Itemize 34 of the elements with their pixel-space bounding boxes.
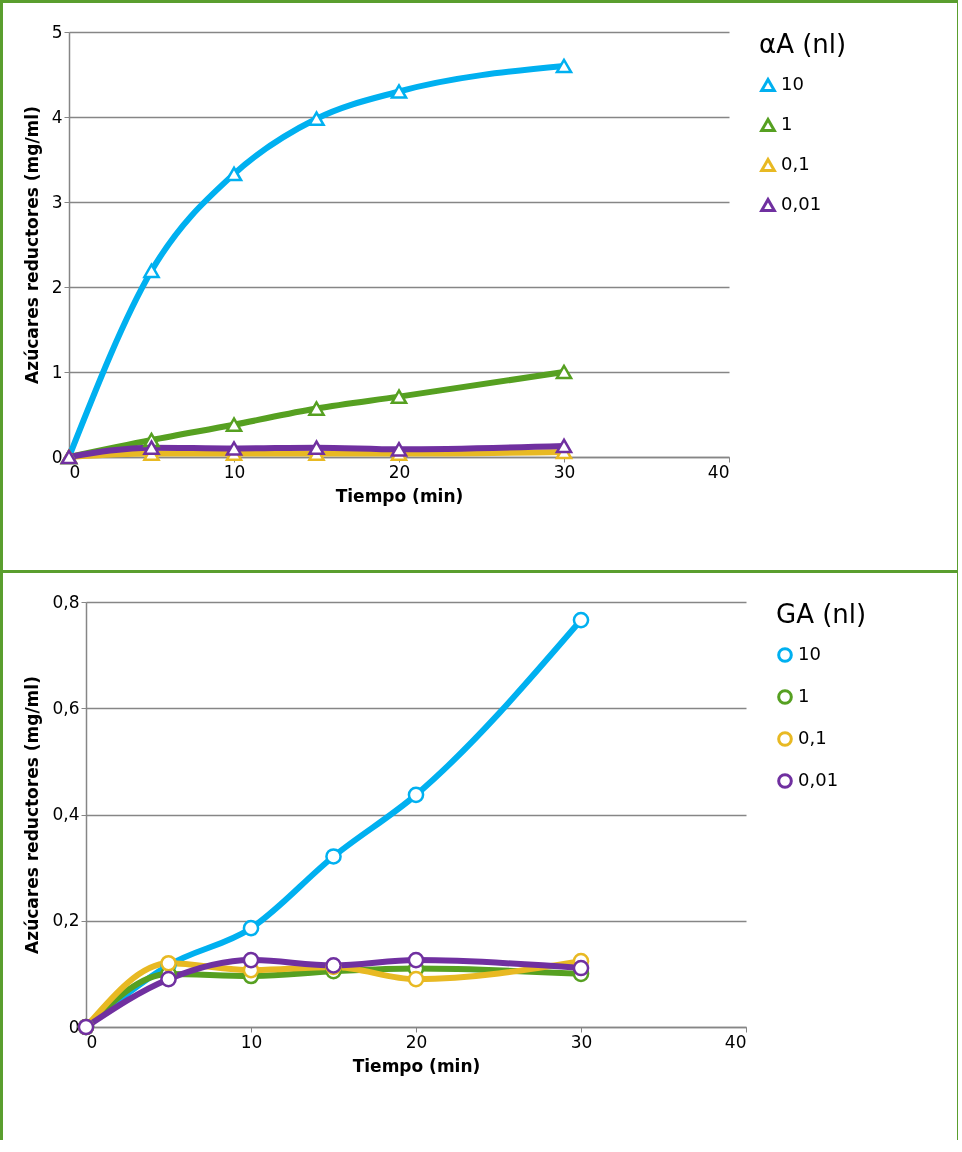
x-tick-label: 40 <box>707 461 730 482</box>
legend-title: GA (nl) <box>776 599 867 629</box>
legend-label: 1 <box>781 113 793 134</box>
x-axis-title: Tiempo (min) <box>352 1055 481 1076</box>
x-tick-label: 40 <box>724 1031 747 1052</box>
x-tick-label: 10 <box>223 461 246 482</box>
legend-label: 0,1 <box>798 727 827 748</box>
y-tick-label: 0,6 <box>52 697 80 718</box>
legend-label: 10 <box>798 643 821 664</box>
x-tick-label: 0 <box>86 1031 98 1052</box>
y-axis-title: Azúcares reductores (mg/ml) <box>22 676 43 954</box>
y-tick-label: 0,8 <box>52 591 80 612</box>
legend-label: 1 <box>798 685 810 706</box>
legend-label: 0,01 <box>798 769 839 790</box>
legend-label: 0,1 <box>781 153 810 174</box>
x-tick-label: 10 <box>240 1031 263 1052</box>
y-tick-label: 2 <box>51 276 63 297</box>
y-axis-title: Azúcares reductores (mg/ml) <box>21 106 42 384</box>
y-tick-label: 4 <box>51 106 63 127</box>
legend-label: 0,01 <box>781 193 822 214</box>
y-tick-label: 0,2 <box>52 910 80 931</box>
y-tick-label: 0 <box>68 1016 80 1037</box>
y-tick-label: 0 <box>51 446 63 467</box>
legend-label: 10 <box>781 73 804 94</box>
x-tick-label: 20 <box>405 1031 428 1052</box>
y-tick-label: 3 <box>51 191 63 212</box>
y-tick-label: 1 <box>51 361 63 382</box>
y-tick-label: 0,4 <box>52 804 80 824</box>
x-tick-label: 30 <box>570 1031 593 1052</box>
x-tick-label: 30 <box>553 461 576 482</box>
x-tick-label: 20 <box>388 461 411 482</box>
x-axis-title: Tiempo (min) <box>335 485 464 506</box>
y-tick-label: 5 <box>51 21 63 42</box>
legend-title: αA (nl) <box>759 29 847 59</box>
